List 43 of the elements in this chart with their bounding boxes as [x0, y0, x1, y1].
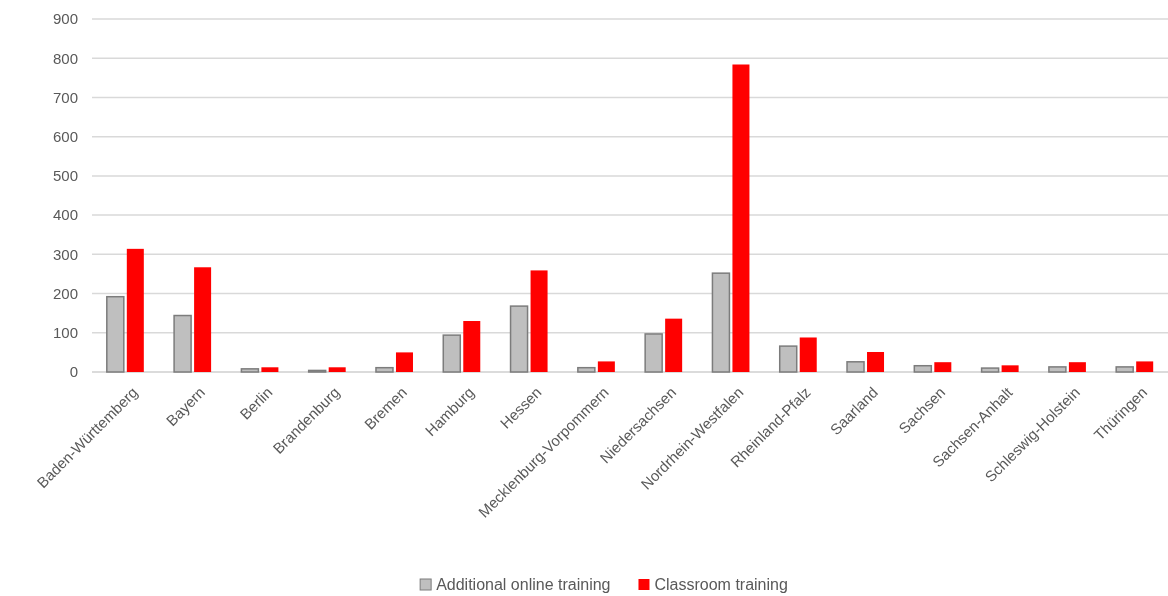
y-tick-label: 100	[52, 324, 78, 342]
legend-label: Classroom training	[654, 576, 788, 593]
bar	[106, 295, 125, 373]
y-tick-label: 200	[52, 284, 78, 302]
bar	[530, 270, 548, 372]
bar	[194, 267, 212, 372]
bar	[1001, 365, 1019, 372]
bar	[1136, 361, 1154, 372]
bar	[261, 367, 279, 372]
bar	[799, 337, 817, 372]
y-tick-label: 600	[52, 127, 78, 145]
bar	[711, 272, 731, 373]
bar	[126, 248, 144, 372]
bar	[644, 333, 663, 373]
bar	[778, 345, 798, 373]
bar	[665, 318, 683, 372]
bar	[846, 361, 865, 373]
bar	[240, 368, 260, 373]
bar	[1115, 366, 1134, 373]
bar	[375, 366, 394, 373]
bar	[463, 321, 481, 372]
bar	[597, 361, 615, 372]
bar	[934, 362, 952, 372]
bar	[980, 367, 1000, 373]
bar	[577, 366, 596, 373]
bar	[913, 364, 933, 373]
bar	[328, 367, 346, 372]
bar	[732, 64, 750, 372]
y-tick-label: 0	[69, 363, 78, 381]
bar	[442, 334, 462, 373]
y-tick-label: 900	[52, 10, 78, 28]
y-tick-label: 300	[52, 245, 78, 263]
bar	[1048, 366, 1067, 373]
bar	[173, 314, 192, 373]
y-tick-label: 800	[52, 49, 78, 67]
bar	[395, 352, 413, 372]
bar	[509, 305, 529, 373]
bar	[1068, 362, 1086, 372]
y-tick-label: 700	[52, 88, 78, 106]
y-tick-label: 500	[52, 167, 78, 185]
legend-label: Additional online training	[436, 576, 611, 593]
y-tick-label: 400	[52, 206, 78, 224]
bar	[867, 352, 885, 372]
